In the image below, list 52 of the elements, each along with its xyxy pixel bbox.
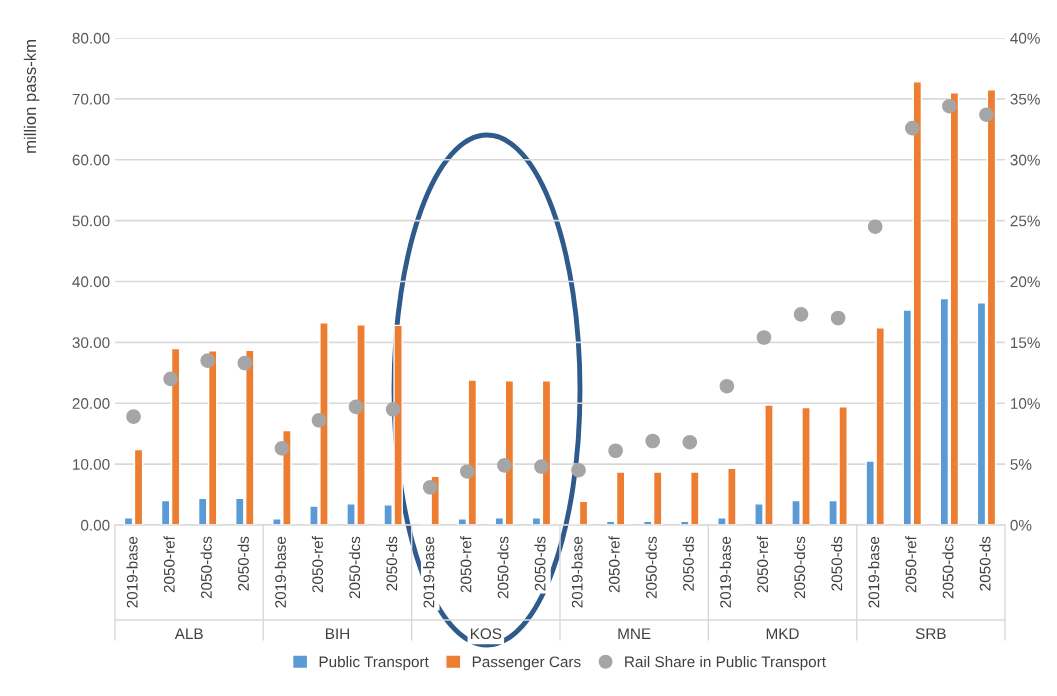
legend-label: Passenger Cars (472, 656, 581, 671)
x-tick-label: 2050-ds (682, 536, 694, 591)
y-tick-label: 40.00 (72, 276, 110, 288)
x-tick-label: 2050-ref (756, 536, 769, 593)
y2-tick-label: 35% (1010, 93, 1040, 105)
y-tick-label: 60.00 (72, 154, 110, 166)
x-tick-label: 2050-ref (311, 536, 324, 593)
x-tick-label: 2019-base (868, 536, 880, 608)
y-tick-label: 20.00 (72, 398, 110, 409)
text: ALB (174, 628, 203, 639)
x-tick-label: 2019-base (571, 536, 583, 608)
x-tick-label: 2050-ds (237, 536, 249, 591)
x-tick-label: 2050-ref (163, 536, 175, 593)
y2-tick-label: 15% (1011, 337, 1040, 349)
legend-label: Public Transport (319, 656, 429, 671)
y-tick-label: 0.00 (81, 519, 110, 531)
y2-tick-label: 10% (1011, 398, 1040, 409)
x-tick-label: 2050-ref (460, 536, 472, 593)
legend-label: Rail Share in Public Transport (625, 656, 826, 671)
x-tick-label: 2050-dcs (942, 536, 954, 599)
x-tick-label: 2050-dcs (645, 536, 657, 599)
text: BIH (326, 628, 349, 639)
y-tick-label: 30.00 (72, 337, 110, 349)
x-tick-label: 2050-dcs (200, 536, 212, 599)
text: SRB (915, 628, 946, 640)
y2-tick-label: 0% (1010, 519, 1032, 531)
x-tick-label: 2050-dcs (348, 536, 361, 599)
y2-tick-label: 5% (1010, 459, 1032, 470)
y2-tick-label: 30% (1010, 154, 1040, 166)
y2-tick-label: 20% (1010, 276, 1040, 288)
text: MKD (766, 628, 799, 639)
text: MNE (618, 628, 651, 639)
y-tick-label: 50.00 (72, 215, 110, 227)
x-tick-label: 2019-base (423, 536, 435, 608)
x-tick-label: 2050-ref (905, 536, 917, 593)
y-tick-label: 80.00 (72, 32, 110, 44)
x-tick-label: 2019-base (719, 536, 731, 608)
text: KOS (470, 628, 502, 640)
y2-tick-label: 25% (1010, 215, 1040, 227)
x-tick-label: 2050-ds (831, 536, 843, 591)
y-tick-label: 70.00 (72, 93, 110, 105)
x-tick-label: 2050-ds (979, 536, 991, 591)
x-tick-label: 2019-base (126, 536, 138, 608)
y-axis-title: million pass-km (23, 40, 40, 153)
y2-tick-label: 40% (1010, 32, 1040, 44)
x-tick-label: 2050-ref (608, 536, 620, 593)
x-tick-label: 2050-ds (386, 536, 398, 591)
x-tick-label: 2050-dcs (497, 536, 509, 599)
x-tick-label: 2050-dcs (793, 536, 806, 599)
x-tick-label: 2019-base (274, 536, 286, 608)
x-tick-label: 2050-ds (534, 536, 546, 591)
y-tick-label: 10.00 (73, 458, 110, 470)
